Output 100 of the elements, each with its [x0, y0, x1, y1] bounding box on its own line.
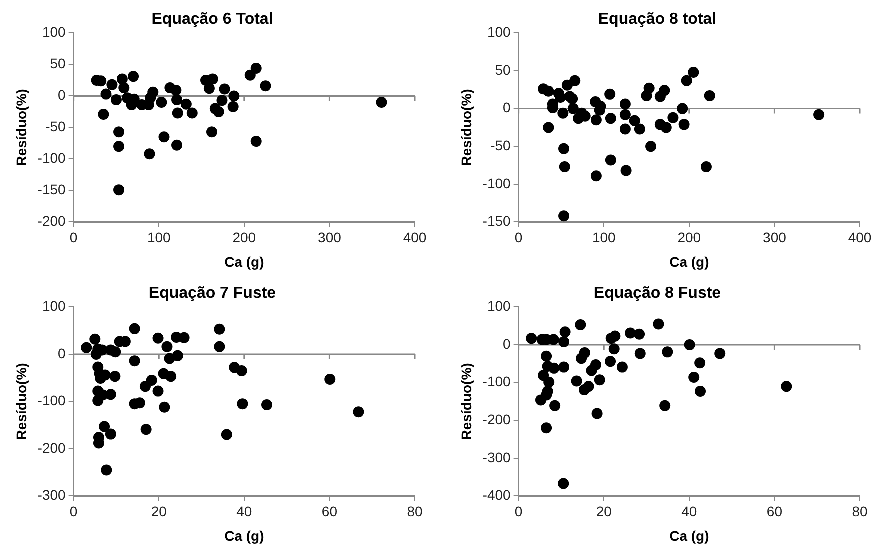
- x-tick-label: 300: [763, 229, 787, 246]
- point: [172, 350, 184, 362]
- point: [548, 362, 560, 374]
- point: [172, 108, 184, 119]
- point: [216, 95, 228, 106]
- point: [681, 75, 692, 86]
- point: [166, 371, 177, 382]
- point: [558, 362, 570, 373]
- point: [114, 126, 125, 138]
- point: [568, 103, 579, 114]
- point: [605, 356, 616, 368]
- point: [219, 84, 230, 95]
- point: [144, 148, 156, 160]
- x-axis-title: Ca (g): [224, 254, 264, 270]
- point: [172, 140, 183, 151]
- point: [677, 103, 688, 114]
- point: [644, 82, 655, 94]
- point: [567, 93, 578, 104]
- point: [214, 341, 226, 352]
- point: [653, 318, 664, 330]
- point: [353, 406, 364, 418]
- point: [620, 98, 631, 110]
- x-tick-label: 40: [682, 503, 698, 520]
- x-tick-label: 400: [403, 229, 427, 246]
- point: [237, 398, 248, 410]
- point: [526, 333, 538, 344]
- point: [236, 365, 248, 376]
- point: [172, 94, 183, 106]
- point: [541, 350, 552, 362]
- point: [260, 80, 272, 92]
- point: [118, 82, 130, 94]
- point: [688, 67, 700, 78]
- point: [159, 402, 170, 413]
- point: [178, 332, 190, 344]
- point: [228, 90, 240, 102]
- point: [625, 328, 636, 339]
- x-axis-title: Ca (g): [670, 528, 710, 544]
- point: [814, 109, 825, 120]
- point: [250, 62, 262, 74]
- x-tick-label: 60: [766, 503, 783, 520]
- y-tick-label: -300: [482, 449, 512, 466]
- point: [148, 86, 159, 98]
- point: [114, 184, 125, 196]
- y-tick-label: -200: [482, 411, 512, 428]
- point: [634, 124, 646, 135]
- y-tick-label: -100: [38, 150, 66, 166]
- point: [170, 85, 182, 96]
- y-tick-label: -100: [38, 392, 66, 409]
- y-axis-title: Resíduo(%): [458, 363, 474, 440]
- x-tick-label: 300: [318, 229, 342, 246]
- chart-title: Equação 6 Total: [152, 11, 274, 28]
- point: [694, 358, 706, 369]
- point: [634, 348, 646, 360]
- point: [608, 344, 620, 355]
- x-tick-label: 400: [848, 229, 872, 246]
- point: [186, 108, 198, 119]
- y-tick-label: -100: [482, 374, 512, 390]
- y-tick-label: 100: [42, 24, 66, 40]
- x-tick-label: 0: [70, 503, 78, 520]
- point: [105, 428, 116, 440]
- point: [543, 86, 554, 97]
- x-tick-label: 200: [678, 229, 702, 246]
- point: [156, 97, 168, 108]
- y-tick-label: -150: [482, 213, 512, 230]
- point: [695, 386, 706, 397]
- point: [558, 143, 570, 154]
- point: [558, 336, 570, 348]
- y-tick-label: -50: [46, 118, 66, 135]
- point: [204, 83, 215, 94]
- point: [543, 122, 554, 134]
- point: [562, 80, 573, 91]
- x-axis-title: Ca (g): [224, 528, 264, 544]
- y-tick-label: 50: [50, 56, 66, 72]
- point: [158, 132, 170, 143]
- x-tick-label: 80: [852, 503, 868, 520]
- x-tick-label: 0: [514, 229, 523, 246]
- y-tick-label: 50: [495, 62, 512, 78]
- point: [629, 115, 640, 126]
- point: [594, 374, 606, 386]
- point: [324, 374, 336, 385]
- point: [678, 119, 690, 130]
- y-axis-title: Resíduo(%): [458, 89, 474, 166]
- point: [128, 71, 140, 82]
- point: [781, 381, 792, 392]
- point: [90, 334, 101, 345]
- point: [684, 340, 696, 350]
- y-axis-title: Resíduo(%): [13, 89, 30, 166]
- x-tick-label: 100: [147, 229, 172, 246]
- y-tick-label: 100: [487, 298, 512, 314]
- point: [180, 98, 192, 110]
- point: [206, 126, 218, 138]
- point: [660, 122, 672, 134]
- y-tick-label: -100: [482, 175, 512, 192]
- point: [590, 360, 602, 371]
- point: [100, 88, 112, 100]
- x-tick-label: 0: [514, 503, 523, 520]
- point: [571, 376, 582, 387]
- y-tick-label: 0: [58, 345, 66, 362]
- point: [704, 90, 716, 102]
- point: [152, 332, 164, 344]
